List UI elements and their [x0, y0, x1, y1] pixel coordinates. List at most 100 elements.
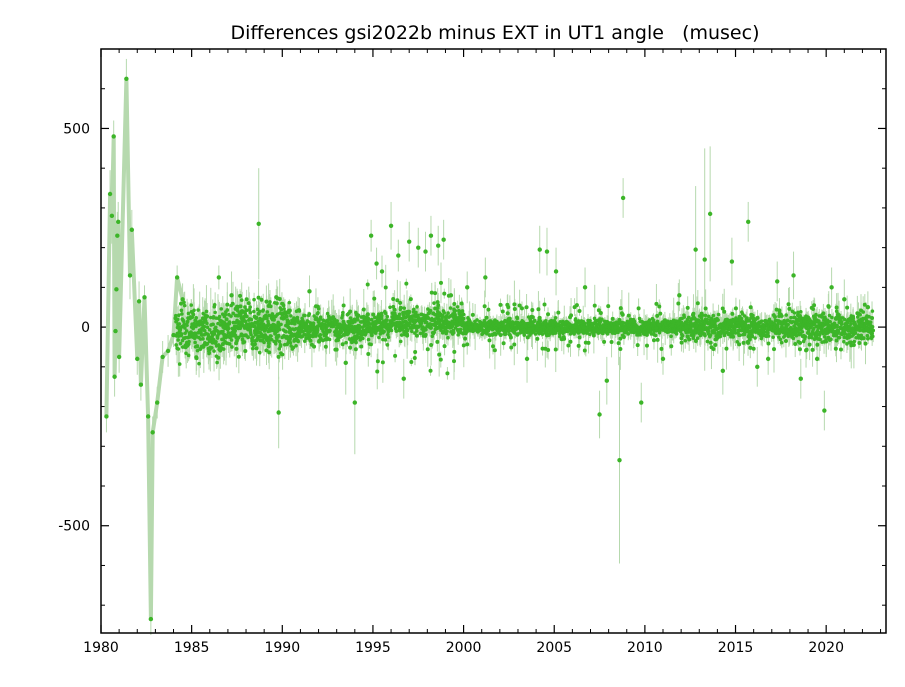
data-point: [402, 306, 406, 310]
x-tick-label: 1985: [174, 640, 210, 656]
data-point: [249, 317, 254, 322]
data-point: [384, 321, 389, 326]
data-point: [288, 340, 293, 345]
x-tick-label: 2010: [627, 640, 663, 656]
data-point: [407, 309, 412, 314]
x-tick-label: 2020: [808, 640, 844, 656]
data-point: [357, 325, 362, 329]
data-point: [243, 319, 248, 324]
data-point: [253, 342, 257, 347]
data-point: [187, 339, 191, 344]
data-point: [179, 308, 184, 313]
data-point: [408, 321, 412, 325]
data-point: [257, 350, 262, 355]
data-point: [180, 312, 184, 316]
data-point: [277, 327, 282, 332]
data-point: [252, 324, 257, 328]
data-point: [398, 339, 403, 344]
data-point: [174, 343, 179, 347]
data-point: [192, 321, 197, 326]
data-point: [399, 333, 404, 337]
data-point: [177, 322, 182, 326]
data-point: [196, 308, 200, 312]
data-point: [394, 329, 399, 333]
data-point: [389, 328, 394, 333]
data-point: [248, 305, 252, 309]
data-point: [385, 314, 390, 319]
data-point: [328, 328, 332, 333]
data-point: [287, 300, 292, 305]
axes: 1980 1985 1990 1995 2000 2005 2010 2015 2020 500 0…: [58, 49, 886, 656]
data-point: [388, 305, 392, 310]
data-point: [391, 304, 396, 309]
data-point: [316, 310, 320, 315]
data-point: [252, 297, 256, 302]
data-point: [335, 319, 339, 323]
data-point: [385, 318, 389, 323]
data-point: [191, 312, 196, 317]
data-point: [366, 337, 371, 342]
data-point: [229, 338, 234, 342]
data-point: [193, 340, 197, 345]
data-point: [205, 325, 210, 330]
x-tick-label: 1995: [355, 640, 391, 656]
data-point: [344, 340, 348, 345]
data-point: [282, 307, 286, 311]
data-point: [340, 313, 345, 318]
data-point: [202, 324, 207, 329]
data-point: [248, 310, 253, 315]
data-point: [212, 349, 216, 353]
data-point: [215, 360, 219, 365]
data-point: [252, 309, 256, 314]
data-point: [210, 345, 214, 350]
data-point: [214, 339, 218, 344]
data-point: [186, 353, 191, 358]
x-tick-label: 2005: [536, 640, 572, 656]
data-point: [202, 328, 207, 333]
data-point: [302, 339, 307, 343]
data-point: [225, 308, 230, 312]
data-point: [207, 350, 212, 355]
data-point: [251, 335, 255, 339]
data-point: [307, 312, 312, 316]
data-point: [223, 312, 228, 317]
data-point: [245, 314, 249, 319]
data-point: [184, 351, 188, 356]
data-point: [212, 302, 217, 307]
data-point: [336, 338, 341, 342]
data-point: [294, 343, 298, 348]
data-point: [239, 298, 244, 302]
data-point: [366, 316, 371, 321]
data-point: [195, 348, 200, 353]
x-tick-label: 1980: [83, 640, 119, 656]
data-point: [385, 343, 390, 347]
data-point: [177, 313, 181, 318]
data-point: [373, 315, 377, 320]
data-point: [383, 311, 388, 316]
data-point: [213, 325, 218, 330]
data-point: [205, 342, 210, 346]
data-point: [267, 313, 271, 318]
data-point: [397, 312, 402, 317]
data-point: [303, 313, 307, 318]
data-point: [177, 362, 182, 366]
data-point: [192, 308, 196, 313]
x-tick-label: 1990: [264, 640, 300, 656]
data-point: [243, 305, 247, 309]
data-point: [312, 314, 316, 318]
data-point: [279, 307, 284, 312]
data-point: [249, 332, 253, 337]
data-point: [280, 352, 285, 357]
data-point: [180, 345, 185, 349]
data-point: [221, 329, 225, 334]
data-point: [247, 308, 252, 312]
data-point: [207, 328, 212, 332]
data-point: [227, 320, 232, 324]
data-point: [217, 314, 222, 319]
data-point: [201, 337, 205, 341]
data-point: [261, 308, 266, 312]
data-point: [178, 341, 183, 346]
data-point: [419, 321, 424, 326]
data-point: [230, 345, 234, 349]
